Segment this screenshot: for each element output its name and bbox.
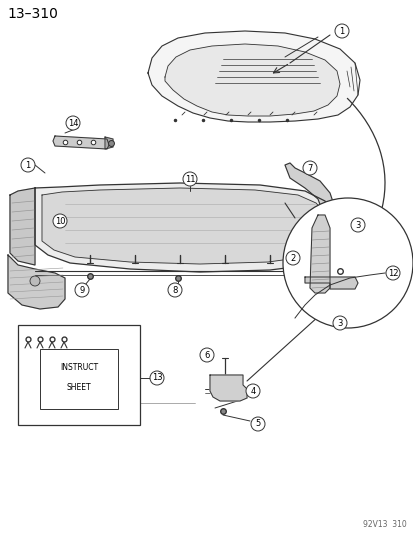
Text: 7: 7 [306,164,312,173]
Circle shape [250,417,264,431]
Circle shape [183,172,197,186]
Circle shape [302,161,316,175]
Circle shape [199,348,214,362]
Text: 13–310: 13–310 [7,7,58,21]
Text: 1: 1 [25,160,31,169]
Text: 14: 14 [68,118,78,127]
Bar [40,349,118,409]
Bar [18,325,140,425]
Text: 12: 12 [387,269,397,278]
Circle shape [334,24,348,38]
Text: 92V13  310: 92V13 310 [362,520,406,529]
Text: 6: 6 [204,351,209,359]
Circle shape [350,218,364,232]
Circle shape [168,283,182,297]
Text: 11: 11 [184,174,195,183]
Circle shape [53,214,67,228]
Circle shape [385,266,399,280]
Polygon shape [165,44,339,116]
Circle shape [285,251,299,265]
Text: SHEET: SHEET [66,383,91,392]
Text: 2: 2 [290,254,295,262]
Circle shape [282,198,412,328]
Polygon shape [105,137,113,149]
Polygon shape [209,375,247,401]
Polygon shape [42,188,327,264]
Polygon shape [8,255,65,309]
Circle shape [30,276,40,286]
Text: 4: 4 [250,386,255,395]
Text: 3: 3 [354,221,360,230]
Polygon shape [147,31,359,122]
Text: 3: 3 [337,319,342,327]
Text: INSTRUCT: INSTRUCT [60,362,98,372]
Polygon shape [53,136,109,149]
Text: 8: 8 [172,286,177,295]
Circle shape [66,116,80,130]
Circle shape [332,316,346,330]
Polygon shape [10,188,35,265]
Polygon shape [35,183,337,272]
Polygon shape [284,163,337,259]
Circle shape [245,384,259,398]
Polygon shape [309,215,329,293]
Circle shape [21,158,35,172]
Text: 9: 9 [79,286,84,295]
Text: 13: 13 [151,374,162,383]
Text: 1: 1 [339,27,344,36]
Text: 5: 5 [255,419,260,429]
Circle shape [150,371,164,385]
Polygon shape [304,277,357,289]
Circle shape [75,283,89,297]
Text: 10: 10 [55,216,65,225]
